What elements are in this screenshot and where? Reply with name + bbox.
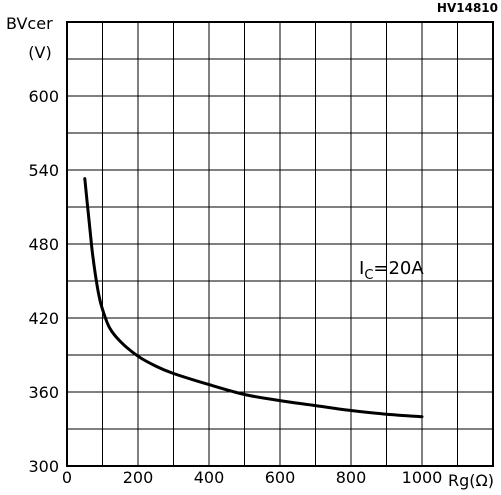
annotation-subscript: C — [364, 268, 373, 283]
plot-frame — [66, 21, 494, 467]
x-tick-label: 0 — [62, 468, 72, 487]
annotation-main: I — [359, 258, 364, 279]
annotation-rest: =20A — [373, 258, 424, 279]
x-tick-label: 400 — [194, 468, 225, 487]
condition-annotation: IC=20A — [359, 258, 424, 283]
y-tick-label: 480 — [28, 235, 59, 254]
x-tick-label: 200 — [123, 468, 154, 487]
series-line-bvcer — [83, 177, 424, 419]
y-tick-label: 600 — [28, 87, 59, 106]
y-axis-label-line2: (V) — [28, 43, 51, 62]
y-tick-label: 300 — [28, 457, 59, 476]
x-tick-label: 1000 — [402, 468, 443, 487]
x-tick-label: 800 — [336, 468, 367, 487]
y-tick-label: 540 — [28, 161, 59, 180]
figure-code: HV14810 — [437, 1, 498, 15]
grid-lines — [67, 22, 493, 466]
y-axis-label-line1: BVcer — [6, 14, 53, 33]
y-tick-label: 420 — [28, 309, 59, 328]
tick-labels: 0 200 400 600 800 1000 300 360 420 480 540 600 — [28, 87, 442, 487]
x-axis-label: Rg(Ω) — [448, 471, 494, 490]
x-tick-label: 600 — [265, 468, 296, 487]
y-tick-label: 360 — [28, 383, 59, 402]
